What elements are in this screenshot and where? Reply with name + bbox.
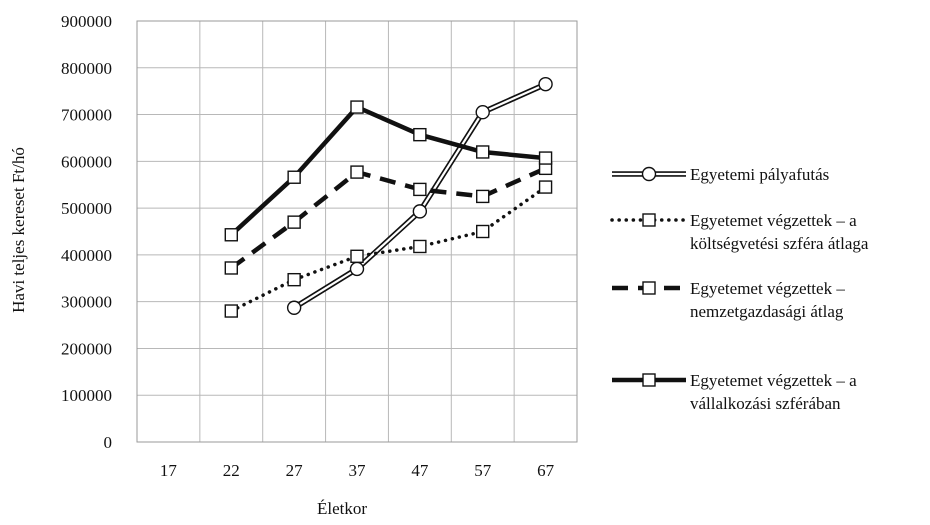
y-tick-label: 0 xyxy=(104,433,113,452)
data-point-3 xyxy=(476,145,490,159)
data-point-2 xyxy=(287,215,301,229)
data-point-0 xyxy=(349,261,365,277)
data-point-0 xyxy=(538,76,553,92)
series-line-3 xyxy=(229,104,546,237)
data-point-2 xyxy=(413,182,427,197)
x-tick-label: 47 xyxy=(411,461,429,480)
x-tick-label: 37 xyxy=(349,461,367,480)
legend-marker-0 xyxy=(641,166,657,182)
x-tick-label: 27 xyxy=(286,461,304,480)
data-point-2 xyxy=(476,189,490,204)
data-point-1 xyxy=(350,249,364,263)
series-line-1 xyxy=(229,185,548,313)
data-point-1 xyxy=(476,224,490,239)
data-point-1 xyxy=(287,272,301,287)
legend-label: vállalkozási szférában xyxy=(690,394,841,413)
legend-marker-1 xyxy=(642,213,656,227)
legend-label: Egyetemet végzettek – a xyxy=(690,211,857,230)
legend-label: költségvetési szféra átlaga xyxy=(690,234,869,253)
legend-label: Egyetemet végzettek – a xyxy=(690,371,857,390)
series-line-2 xyxy=(229,166,547,270)
legend-marker-3 xyxy=(642,373,656,387)
data-point-3 xyxy=(224,228,238,242)
data-point-3 xyxy=(413,127,427,142)
legend-entry-0: Egyetemi pályafutás xyxy=(612,165,829,184)
x-axis-ticks: 17 22 27 37 47 57 67 xyxy=(160,461,555,480)
data-point-0 xyxy=(475,105,490,120)
y-tick-label: 200000 xyxy=(61,339,112,358)
data-point-1 xyxy=(413,239,427,254)
y-tick-label: 600000 xyxy=(61,152,112,171)
series-lines xyxy=(224,76,553,318)
series-2 xyxy=(224,161,553,275)
legend-label: Egyetemet végzettek – xyxy=(690,279,845,298)
data-point-0 xyxy=(286,300,302,315)
plot-area-border xyxy=(136,20,578,443)
x-tick-label: 17 xyxy=(160,461,178,480)
y-tick-label: 400000 xyxy=(61,246,112,265)
y-tick-label: 700000 xyxy=(61,106,112,125)
legend: Egyetemi pályafutás Egyetemet végzettek –… xyxy=(610,165,869,413)
y-tick-label: 100000 xyxy=(61,386,112,405)
series-3 xyxy=(224,100,553,242)
y-tick-label: 900000 xyxy=(61,12,112,31)
legend-entry-3: Egyetemet végzettek – a vállalkozási szfé… xyxy=(612,371,857,413)
x-tick-label: 22 xyxy=(223,461,240,480)
series-1 xyxy=(224,180,553,318)
data-point-2 xyxy=(224,261,238,275)
x-axis-title: Életkor xyxy=(317,499,367,518)
y-axis-title: Havi teljes kereset Ft/hó xyxy=(9,147,28,313)
series-0 xyxy=(286,76,553,315)
legend-entry-1: Egyetemet végzettek – a költségvetési szf… xyxy=(610,211,869,253)
x-tick-label: 57 xyxy=(474,461,492,480)
data-point-1 xyxy=(224,304,238,318)
legend-entry-2: Egyetemet végzettek – nemzetgazdasági átl… xyxy=(612,279,845,321)
legend-label: nemzetgazdasági átlag xyxy=(690,302,844,321)
grid xyxy=(136,20,578,443)
data-point-0 xyxy=(412,204,428,219)
data-point-3 xyxy=(350,100,364,114)
x-tick-label: 67 xyxy=(537,461,555,480)
y-axis-ticks: 0 100000 200000 300000 400000 500000 600000 700… xyxy=(61,12,112,452)
legend-label: Egyetemi pályafutás xyxy=(690,165,829,184)
data-point-1 xyxy=(538,180,553,194)
y-tick-label: 300000 xyxy=(61,293,112,312)
data-point-3 xyxy=(287,170,301,184)
data-point-2 xyxy=(350,165,364,179)
legend-marker-2 xyxy=(642,281,656,295)
y-tick-label: 500000 xyxy=(61,199,112,218)
data-point-3 xyxy=(538,151,553,165)
y-tick-label: 800000 xyxy=(61,59,112,78)
